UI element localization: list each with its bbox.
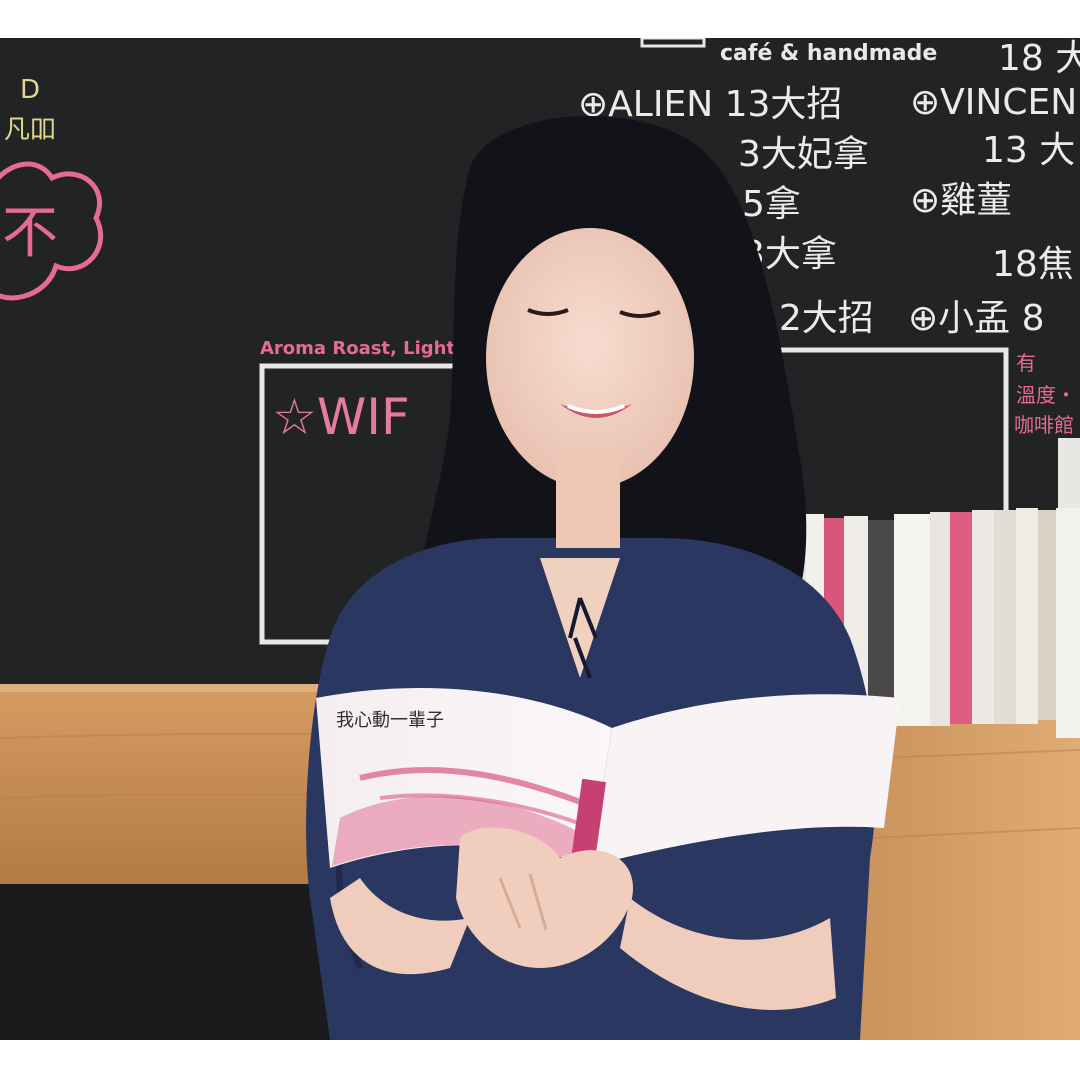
left-chalk-1: D: [20, 75, 40, 105]
photo: café & handmade 18 大 ⊕ALIEN 13大招 ⊕VINCEN…: [0, 38, 1080, 1040]
menu-line-2-right: 13 大: [982, 130, 1075, 171]
menu-line-3-right: ⊕雞蕫: [910, 180, 1012, 221]
face: [486, 228, 694, 488]
pink-cloud-doodle: [0, 161, 104, 301]
menu-line-2-left: 3大妃拿: [738, 134, 869, 175]
menu-line-1-right: ⊕VINCEN: [910, 82, 1077, 123]
menu-line-3-left: 5拿: [742, 184, 801, 225]
cloud-chalk: 不: [2, 201, 58, 266]
pink-right-2: 溫度・: [1016, 383, 1076, 407]
aroma-label: Aroma Roast, Light D: [260, 338, 476, 359]
right-eye: [619, 310, 661, 318]
open-book: 我心動一輩子: [316, 688, 900, 872]
cafe-sign: café & handmade: [720, 41, 937, 66]
pink-right-3: 咖啡館: [1014, 413, 1074, 437]
left-eye: [527, 308, 569, 316]
hands: [456, 827, 634, 968]
pink-right-1: 有: [1016, 351, 1036, 375]
book-title: 我心動一輩子: [336, 710, 444, 731]
left-chalk-2: 凡吅: [4, 115, 56, 145]
menu-line-5-right: ⊕小孟 8: [908, 298, 1045, 339]
wifi-chalk: ☆WIF: [272, 388, 410, 446]
wooden-counter: [836, 718, 1080, 1040]
menu-line-4-right: 18焦: [992, 244, 1074, 285]
top-right-number: 18 大: [998, 38, 1080, 79]
